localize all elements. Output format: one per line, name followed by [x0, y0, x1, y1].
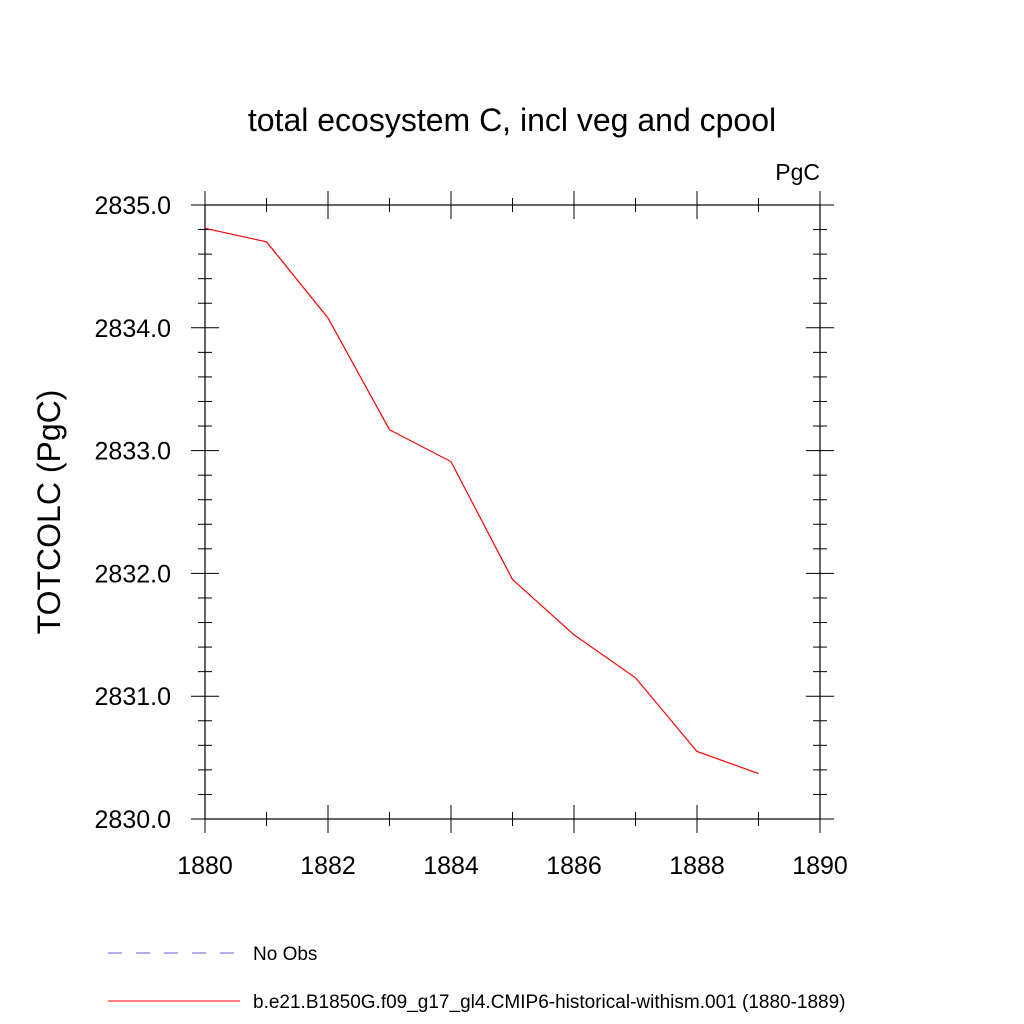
y-tick-label: 2830.0 [95, 806, 171, 834]
units-label: PgC [775, 159, 820, 185]
y-tick-label: 2831.0 [95, 683, 171, 711]
y-tick-label: 2835.0 [95, 192, 171, 220]
x-tick-label: 1886 [546, 852, 602, 880]
x-tick-labels: 1880 1882 1884 1886 1888 1890 [177, 852, 848, 880]
minor-ticks [198, 198, 827, 826]
x-tick-label: 1890 [792, 852, 848, 880]
series-layer [204, 227, 759, 775]
y-tick-label: 2832.0 [95, 560, 171, 588]
y-tick-label: 2833.0 [95, 438, 171, 466]
y-axis-label: TOTCOLC (PgC) [31, 390, 67, 635]
y-tick-labels: 2830.0 2831.0 2832.0 2833.0 2834.0 2835.0 [95, 192, 171, 834]
legend: No Obs b.e21.B1850G.f09_g17_gl4.CMIP6-hi… [108, 944, 846, 1013]
x-tick-label: 1884 [423, 852, 479, 880]
legend-label-no-obs: No Obs [253, 944, 317, 965]
y-tick-label: 2834.0 [95, 315, 171, 343]
series-line-0 [204, 227, 759, 775]
legend-label-model: b.e21.B1850G.f09_g17_gl4.CMIP6-historica… [253, 992, 846, 1013]
plot-frame [204, 204, 821, 820]
chart-title: total ecosystem C, incl veg and cpool [248, 102, 776, 138]
major-ticks [191, 191, 834, 833]
x-tick-label: 1880 [177, 852, 233, 880]
x-tick-label: 1882 [300, 852, 356, 880]
x-tick-label: 1888 [669, 852, 725, 880]
